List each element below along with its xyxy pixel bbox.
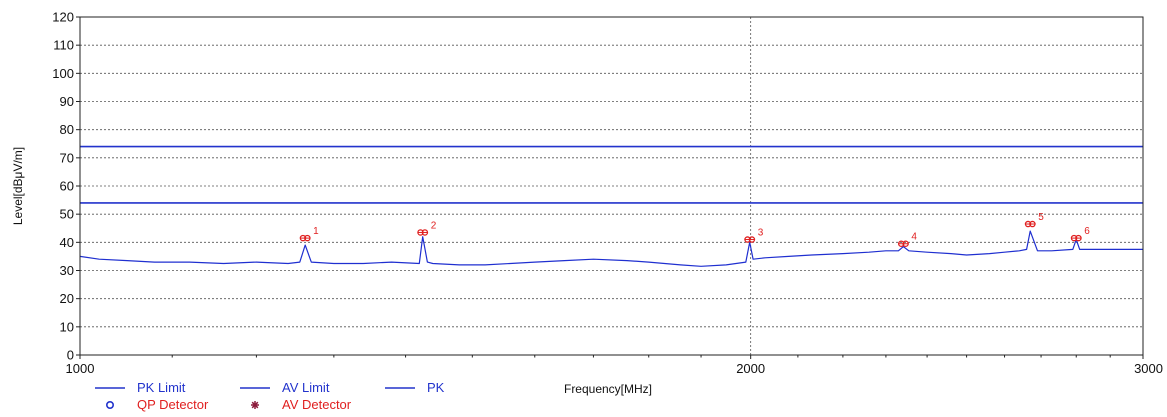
- y-tick-label: 0: [67, 348, 74, 363]
- legend-label: PK: [427, 380, 445, 395]
- grid-lines: [76, 16, 1144, 359]
- peak-marker: 4: [897, 232, 917, 247]
- legend-asterisk-swatch: [251, 401, 259, 409]
- y-tick-label: 30: [60, 263, 74, 278]
- peak-marker: 2: [417, 220, 437, 236]
- peak-marker-label: 6: [1084, 226, 1090, 237]
- y-tick-label: 10: [60, 319, 74, 334]
- pk-series-line: [79, 230, 1143, 267]
- legend-label: AV Detector: [282, 397, 352, 412]
- y-tick-label: 90: [60, 94, 74, 109]
- legend-item: AV Detector: [251, 397, 352, 412]
- y-axis-label: Level[dBμV/m]: [11, 147, 25, 225]
- y-tick-label: 40: [60, 235, 74, 250]
- peak-marker-label: 2: [431, 220, 437, 231]
- x-tick-label: 3000: [1134, 361, 1163, 376]
- legend-label: PK Limit: [137, 380, 186, 395]
- peak-marker: 1: [299, 226, 319, 242]
- y-tick-label: 110: [53, 38, 74, 53]
- peak-marker: 5: [1024, 212, 1044, 228]
- y-tick-label: 70: [60, 150, 74, 165]
- peak-marker-label: 1: [313, 226, 319, 237]
- limit-lines: [80, 145, 1143, 204]
- legend-item: PK: [385, 380, 445, 395]
- legend-item: QP Detector: [106, 397, 209, 412]
- pk-trace: [79, 230, 1143, 267]
- peak-markers: 1 2 3 4 5 6: [299, 212, 1090, 247]
- peak-marker: 6: [1070, 226, 1090, 242]
- x-tick-label: 2000: [736, 361, 765, 376]
- legend-item: PK Limit: [95, 380, 186, 395]
- y-tick-label: 80: [60, 122, 74, 137]
- peak-marker-label: 3: [758, 228, 764, 239]
- legend: PK Limit AV Limit PK QP Detector AV Detector: [95, 380, 445, 412]
- legend-label: AV Limit: [282, 380, 330, 395]
- y-tick-label: 60: [60, 179, 74, 194]
- legend-label: QP Detector: [137, 397, 209, 412]
- peak-marker: 3: [744, 228, 764, 243]
- y-tick-label: 120: [52, 10, 74, 25]
- y-tick-label: 100: [52, 66, 74, 81]
- plot-frame: [79, 16, 1144, 356]
- legend-item: AV Limit: [240, 380, 330, 395]
- x-tick-label: 1000: [66, 361, 95, 376]
- legend-circle-swatch: [106, 400, 115, 409]
- x-axis-label: Frequency[MHz]: [564, 382, 652, 396]
- y-tick-label: 20: [60, 291, 74, 306]
- peak-marker-label: 5: [1038, 212, 1044, 223]
- y-tick-label: 50: [60, 207, 74, 222]
- x-tick-labels: 1000 2000 3000: [66, 361, 1163, 376]
- y-tick-labels: 0 10 20 30 40 50 60 70 80 90 100 110 120: [52, 10, 74, 363]
- peak-marker-label: 4: [911, 232, 917, 243]
